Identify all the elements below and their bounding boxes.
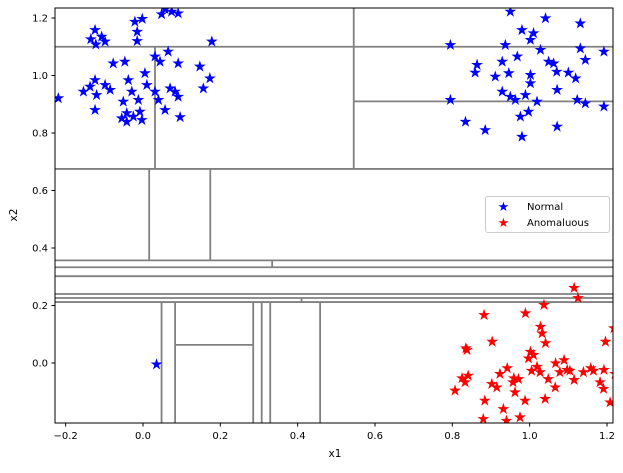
legend-entry-anomalous: ★ Anomaluous — [497, 216, 609, 233]
x-tick-label: 0.4 — [290, 431, 306, 442]
x-tick-label: 0.0 — [135, 431, 151, 442]
x-tick-label: 0.2 — [212, 431, 228, 442]
x-tick-label: 1.2 — [599, 431, 615, 442]
star-icon: ★ — [497, 199, 510, 215]
y-tick-label: 0.2 — [32, 301, 48, 312]
y-tick-label: 0.6 — [32, 186, 48, 197]
plot-border — [54, 7, 614, 424]
x-tick-label: 0.8 — [444, 431, 460, 442]
scatter-points-anomaluous — [449, 281, 613, 423]
y-tick-label: 1.0 — [32, 71, 48, 82]
y-axis-label: x2 — [8, 208, 20, 222]
legend-label-normal: Normal — [527, 201, 564, 213]
star-icon: ★ — [497, 216, 510, 232]
y-tick-label: 0.0 — [32, 358, 48, 369]
legend: ★ Normal ★ Anomaluous — [485, 196, 610, 233]
legend-entry-normal: ★ Normal — [497, 199, 609, 216]
legend-label-anomalous: Anomaluous — [527, 218, 589, 230]
axis-ticks — [51, 17, 608, 427]
x-tick-label: 0.6 — [367, 431, 383, 442]
x-tick-label: 1.0 — [522, 431, 538, 442]
y-tick-labels: 0.0 0.2 0.4 0.6 0.8 1.0 1.2 — [32, 14, 48, 370]
series-anomaluous — [449, 281, 613, 423]
x-tick-label: −0.2 — [54, 431, 78, 442]
y-tick-label: 0.8 — [32, 129, 48, 140]
partition-lines — [55, 8, 613, 423]
x-axis-label: x1 — [328, 448, 342, 460]
x-tick-labels: −0.2 0.0 0.2 0.4 0.6 0.8 1.0 1.2 — [54, 431, 615, 442]
y-tick-label: 1.2 — [32, 14, 48, 25]
y-tick-label: 0.4 — [32, 244, 48, 255]
